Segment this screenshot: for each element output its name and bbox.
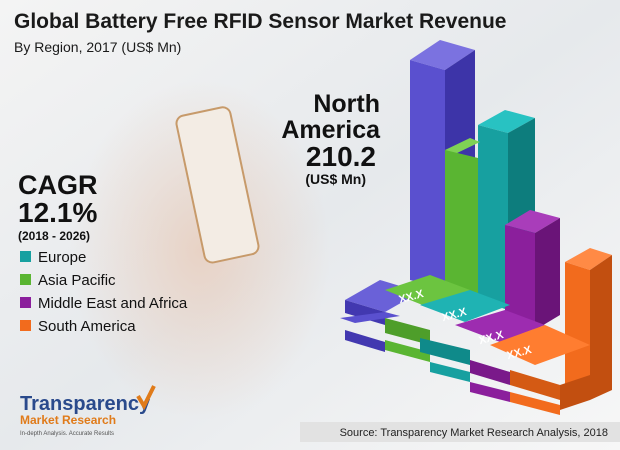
cagr-label: CAGR (18, 170, 98, 200)
hand-image (70, 80, 330, 420)
logo-tagline: In-depth Analysis. Accurate Results (20, 431, 114, 437)
logo-check (136, 385, 156, 411)
legend-swatch (20, 297, 31, 308)
rfid-tag (175, 106, 260, 264)
legend-label: South America (38, 318, 136, 335)
legend-label: Europe (38, 249, 86, 266)
title: Global Battery Free RFID Sensor Market R… (14, 10, 507, 33)
cagr-value: 12.1% (18, 197, 97, 228)
legend-label: Middle East and Africa (38, 295, 188, 312)
legend-swatch (20, 274, 31, 285)
subtitle: By Region, 2017 (US$ Mn) (14, 39, 181, 55)
bar-graphic (340, 40, 612, 415)
logo-sub: Market Research (20, 413, 116, 427)
legend-swatch (20, 251, 31, 262)
legend: Europe Asia Pacific Middle East and Africa… (20, 249, 188, 335)
source-band (300, 422, 620, 442)
highlight-region: North (313, 90, 380, 118)
highlight-value: 210.2 (306, 141, 376, 172)
highlight-unit: (US$ Mn) (305, 171, 366, 187)
highlight-region: America (281, 116, 381, 144)
cagr-period: (2018 - 2026) (18, 229, 90, 243)
legend-label: Asia Pacific (38, 272, 116, 289)
source: Source: Transparency Market Research Ana… (340, 427, 608, 439)
legend-swatch (20, 320, 31, 331)
logo-name: Transparency (20, 393, 151, 415)
